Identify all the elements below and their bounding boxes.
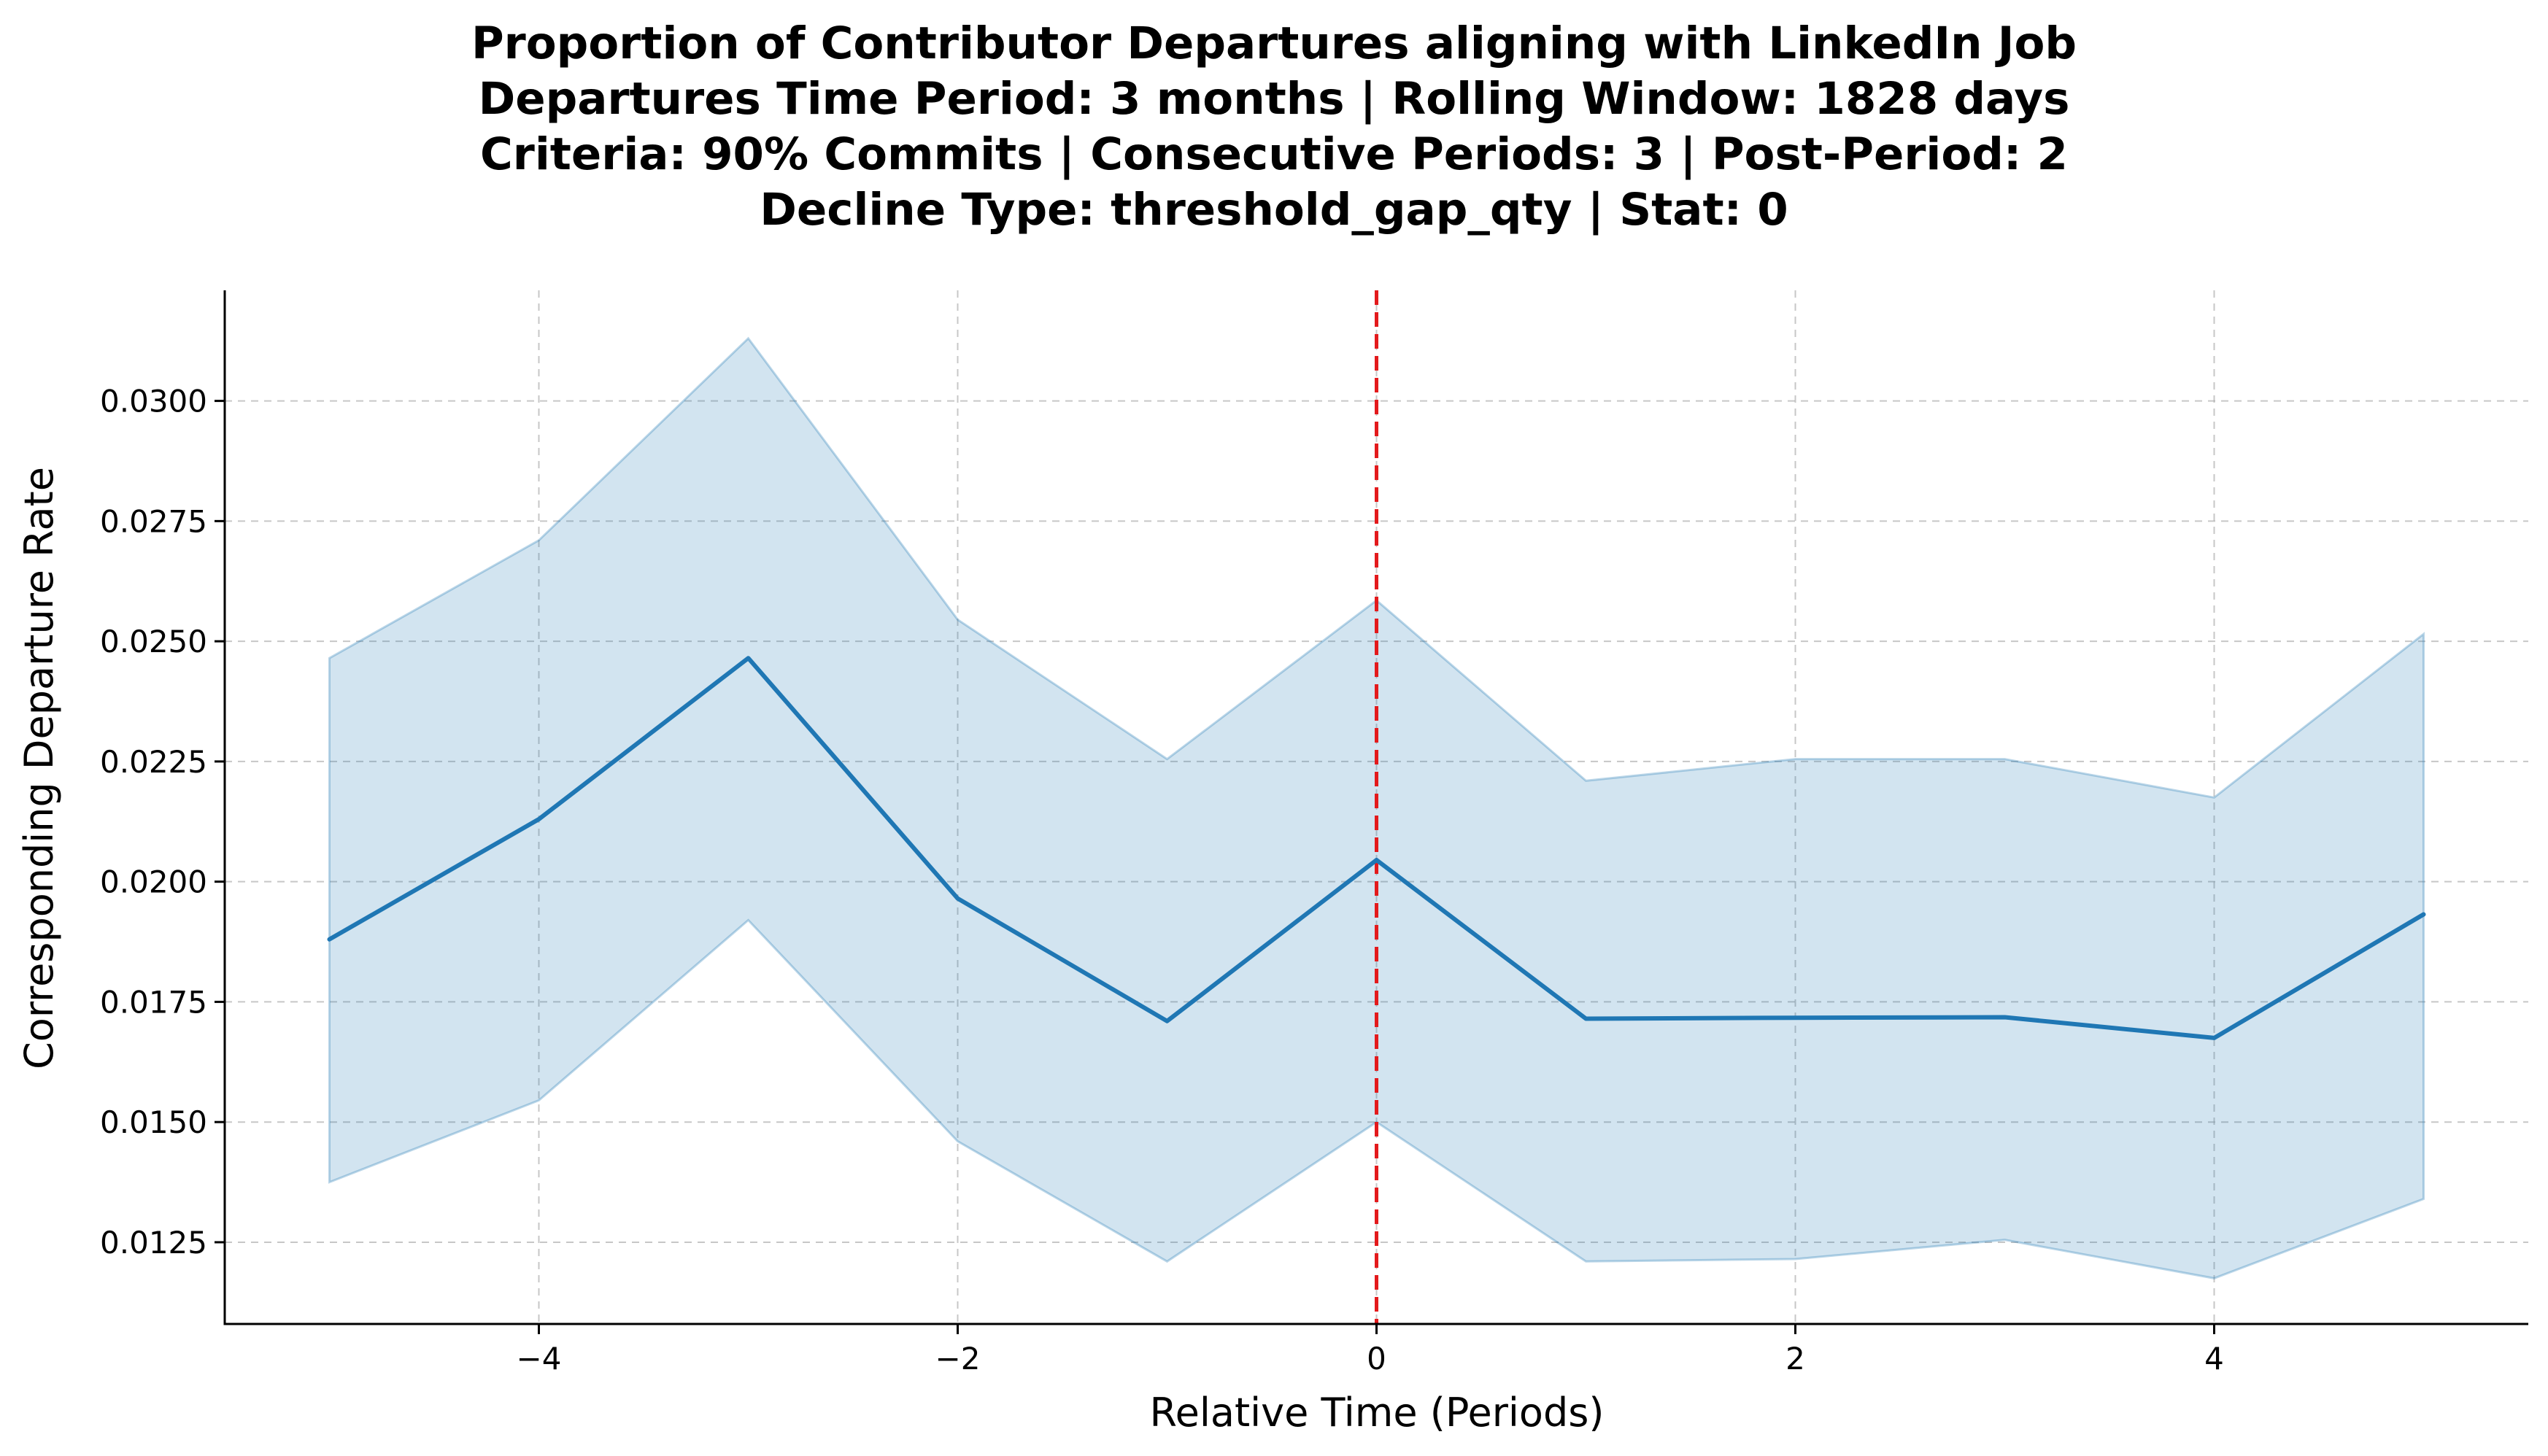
y-tick-label: 0.0150	[100, 1104, 207, 1140]
series-layer	[327, 656, 2426, 1040]
y-tick-label: 0.0175	[100, 984, 207, 1020]
y-tick-label: 0.0225	[100, 744, 207, 780]
chart-title: Proportion of Contributor Departures ali…	[471, 18, 2077, 236]
x-tick-label: −2	[935, 1341, 981, 1376]
chart-title-line-4: Decline Type: threshold_gap_qty | Stat: …	[760, 184, 1788, 236]
x-tick-label: 4	[2204, 1341, 2224, 1376]
y-axis-label: Corresponding Departure Rate	[16, 467, 62, 1069]
x-axis-ticks: −4 −2 0 2 4	[517, 1324, 2224, 1376]
series-line	[327, 656, 2426, 1040]
confidence-band	[328, 336, 2425, 1279]
y-tick-label: 0.0300	[100, 384, 207, 419]
y-tick-label: 0.0200	[100, 864, 207, 900]
y-tick-label: 0.0250	[100, 624, 207, 659]
confidence-band-layer	[328, 336, 2425, 1279]
chart-title-line-2: Departures Time Period: 3 months | Rolli…	[479, 73, 2070, 125]
y-tick-label: 0.0125	[100, 1225, 207, 1261]
x-tick-label: 2	[1785, 1341, 1805, 1376]
grid-lines	[225, 290, 2528, 1324]
y-tick-label: 0.0275	[100, 503, 207, 539]
y-axis-ticks: 0.0125 0.0150 0.0175 0.0200 0.0225 0.0250 0.02…	[100, 384, 225, 1261]
x-tick-label: 0	[1367, 1341, 1386, 1376]
x-axis-label: Relative Time (Periods)	[1150, 1390, 1605, 1436]
chart-title-line-3: Criteria: 90% Commits | Consecutive Peri…	[480, 128, 2068, 180]
chart-title-line-1: Proportion of Contributor Departures ali…	[471, 18, 2077, 69]
x-tick-label: −4	[517, 1341, 562, 1376]
